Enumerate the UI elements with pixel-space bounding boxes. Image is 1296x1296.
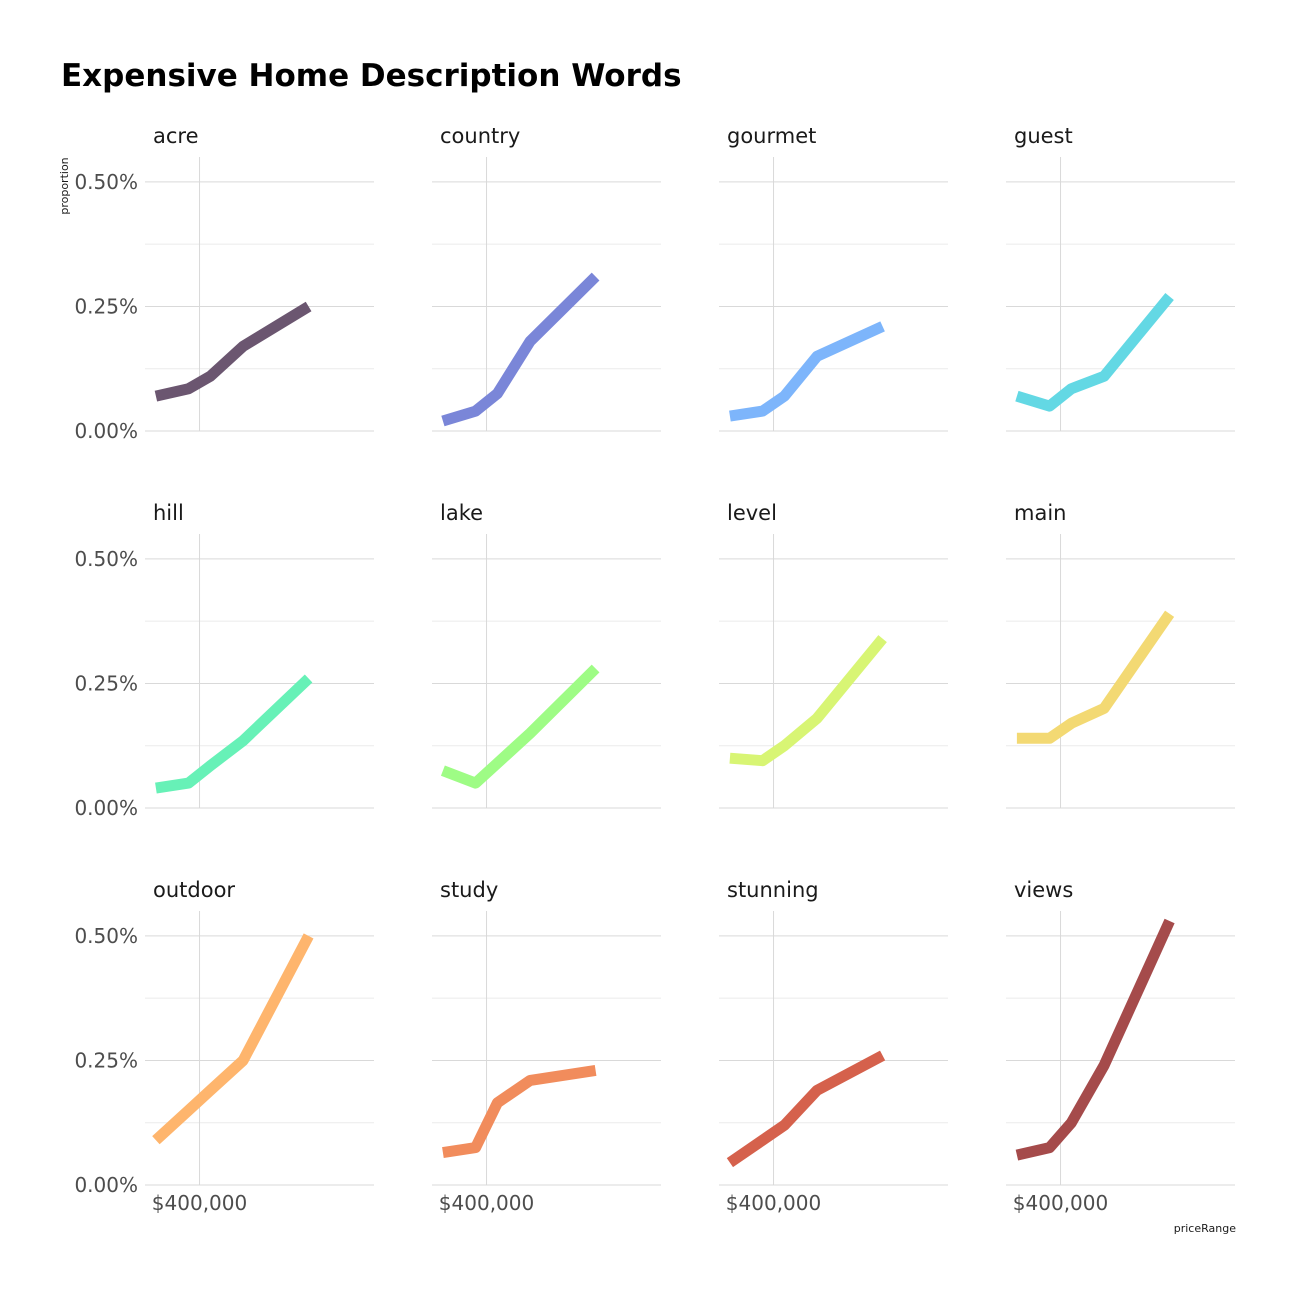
series-line-lake <box>440 664 600 789</box>
facet-label-views: views <box>1014 878 1073 902</box>
series-line-level <box>729 635 887 767</box>
series-line-main <box>1016 610 1175 744</box>
x-tick-label: $400,000 <box>152 1191 247 1215</box>
series-line-country <box>441 272 600 427</box>
facet-label-main: main <box>1014 501 1066 525</box>
facet-panels: acre 0.00% 0.25% 0.50% country gourmet guest hi… <box>74 124 1235 1215</box>
y-tick-label: 0.50% <box>74 924 138 948</box>
series-line-acre <box>154 301 312 402</box>
facet-label-level: level <box>727 501 777 525</box>
y-tick-label: 0.50% <box>74 547 138 571</box>
x-tick-label: $400,000 <box>1013 1191 1108 1215</box>
facet-panel-acre: acre 0.00% 0.25% 0.50% <box>74 124 374 443</box>
series-line-study <box>442 1064 597 1159</box>
facet-label-guest: guest <box>1014 124 1073 148</box>
facet-panel-gourmet: gourmet <box>719 124 948 432</box>
y-tick-label: 0.25% <box>74 671 138 695</box>
facet-panel-main: main <box>1006 501 1235 809</box>
y-tick-label: 0.00% <box>74 796 138 820</box>
series-line-views <box>1015 918 1175 1161</box>
y-tick-label: 0.00% <box>74 1173 138 1197</box>
y-tick-label: 0.25% <box>74 294 138 318</box>
facet-label-hill: hill <box>153 501 184 525</box>
x-tick-label: $400,000 <box>439 1191 534 1215</box>
facet-label-acre: acre <box>153 124 199 148</box>
y-tick-label: 0.50% <box>74 170 138 194</box>
y-axis-title: proportion <box>58 157 71 214</box>
series-line-stunning <box>726 1050 886 1168</box>
facet-panel-outdoor: outdoor 0.00% 0.25% 0.50% $400,000 <box>74 878 374 1215</box>
facet-panel-lake: lake <box>432 501 661 809</box>
facet-panel-study: study $400,000 <box>432 878 661 1215</box>
facet-panel-guest: guest <box>1006 124 1235 432</box>
series-line-gourmet <box>729 321 885 422</box>
facet-panel-views: views $400,000 <box>1006 878 1235 1215</box>
facet-label-lake: lake <box>440 501 483 525</box>
series-line-guest <box>1015 293 1174 412</box>
series-line-hill <box>155 674 313 794</box>
series-line-outdoor <box>152 933 314 1145</box>
facet-label-study: study <box>440 878 498 902</box>
facet-panel-level: level <box>719 501 948 809</box>
facet-label-outdoor: outdoor <box>153 878 235 902</box>
facet-label-gourmet: gourmet <box>727 124 816 148</box>
chart-title: Expensive Home Description Words <box>61 58 682 94</box>
y-tick-label: 0.25% <box>74 1048 138 1072</box>
facet-panel-hill: hill 0.00% 0.25% 0.50% <box>74 501 374 820</box>
x-axis-title: priceRange <box>1174 1222 1236 1235</box>
y-tick-label: 0.00% <box>74 419 138 443</box>
x-tick-label: $400,000 <box>726 1191 821 1215</box>
facet-label-country: country <box>440 124 520 148</box>
facet-label-stunning: stunning <box>727 878 819 902</box>
facet-panel-stunning: stunning $400,000 <box>719 878 948 1215</box>
facet-panel-country: country <box>432 124 661 432</box>
